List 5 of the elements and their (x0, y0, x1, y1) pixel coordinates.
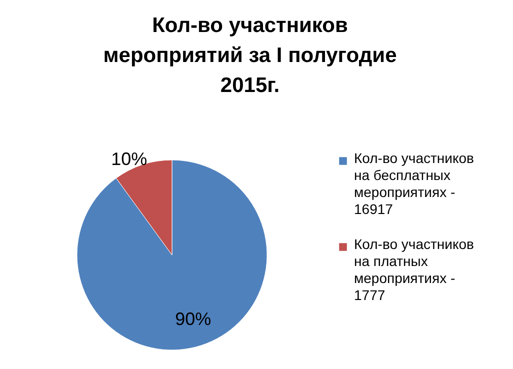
data-label: 90% (175, 309, 212, 330)
legend-label: Кол-во участников на бесплатных мероприятиях - 16917 (354, 150, 474, 217)
legend-label: Кол-во участников на платных мероприятиях - 1777 (354, 236, 474, 303)
data-label: 10% (111, 149, 148, 170)
chart-title: Кол-во участников мероприятий за I полугодие 2015г. (103, 14, 397, 97)
